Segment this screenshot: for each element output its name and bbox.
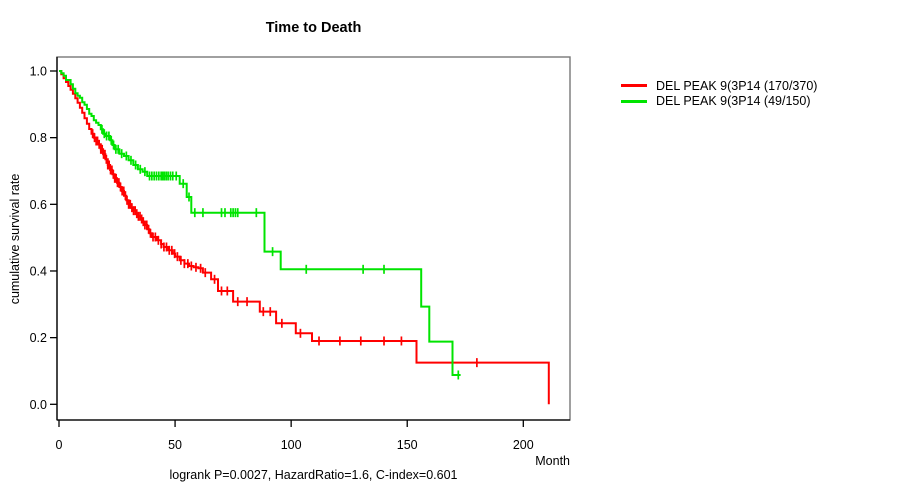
x-axis-label: Month <box>535 454 570 468</box>
y-tick-label: 1.0 <box>30 65 47 79</box>
x-tick-label: 200 <box>513 438 534 452</box>
y-tick-label: 0.8 <box>30 131 47 145</box>
legend-row-red: DEL PEAK 9(3P14 (170/370) <box>621 78 817 94</box>
y-tick-label: 0.6 <box>30 198 47 212</box>
legend-line-sample-red <box>621 84 647 88</box>
legend-label-green: DEL PEAK 9(3P14 (49/150) <box>656 94 811 109</box>
chart-title: Time to Death <box>265 20 362 36</box>
legend-row-green: DEL PEAK 9(3P14 (49/150) <box>621 94 817 110</box>
x-tick-label: 0 <box>56 438 63 452</box>
survival-curve-green <box>59 70 461 376</box>
y-axis-label: cumulative survival rate <box>8 173 22 305</box>
legend-line-sample-green <box>621 99 647 103</box>
stats-footnote: logrank P=0.0027, HazardRatio=1.6, C-ind… <box>169 468 458 482</box>
x-tick-label: 100 <box>281 438 302 452</box>
survival-curve-red <box>59 70 550 405</box>
plot-box <box>56 56 571 421</box>
x-tick-label: 150 <box>397 438 418 452</box>
y-tick-label: 0.2 <box>30 331 47 345</box>
x-tick-label: 50 <box>168 438 182 452</box>
y-tick-label: 0.0 <box>30 398 47 412</box>
legend-label-red: DEL PEAK 9(3P14 (170/370) <box>656 78 818 93</box>
y-tick-label: 0.4 <box>30 264 47 278</box>
legend: DEL PEAK 9(3P14 (170/370) DEL PEAK 9(3P1… <box>621 78 817 109</box>
